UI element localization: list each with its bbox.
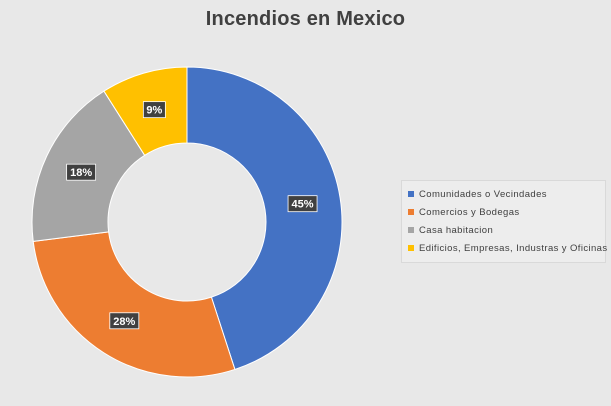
data-label-text: 9% xyxy=(146,105,162,117)
legend-item-1: Comunidades o Vecindades xyxy=(408,185,599,203)
legend-swatch xyxy=(408,245,414,251)
legend-label: Casa habitacion xyxy=(419,224,494,236)
legend-item-3: Casa habitacion xyxy=(408,221,599,239)
legend-label: Comunidades o Vecindades xyxy=(419,188,547,200)
data-label-text: 45% xyxy=(292,199,314,211)
data-label-box xyxy=(287,195,318,213)
donut-slice-2 xyxy=(32,231,236,378)
data-label-text: 28% xyxy=(113,316,135,328)
data-label-4: 9% xyxy=(142,101,166,119)
donut-slice-1 xyxy=(186,66,343,371)
data-label-3: 18% xyxy=(66,163,97,181)
legend-label: Edificios, Empresas, Industras y Oficina… xyxy=(419,242,608,254)
data-label-1: 45% xyxy=(287,195,318,213)
legend-swatch xyxy=(408,209,414,215)
legend-swatch xyxy=(408,191,414,197)
legend-swatch xyxy=(408,227,414,233)
legend-item-2: Comercios y Bodegas xyxy=(408,203,599,221)
data-label-box xyxy=(109,312,140,330)
data-label-text: 18% xyxy=(70,167,92,179)
legend-item-4: Edificios, Empresas, Industras y Oficina… xyxy=(408,239,607,257)
data-label-box xyxy=(142,101,166,119)
chart-legend: Comunidades o Vecindades Comercios y Bode… xyxy=(401,180,607,263)
chart-title: Incendios en Mexico xyxy=(205,8,406,30)
legend-label: Comercios y Bodegas xyxy=(419,206,520,218)
data-label-box xyxy=(66,163,97,181)
data-label-2: 28% xyxy=(109,312,140,330)
